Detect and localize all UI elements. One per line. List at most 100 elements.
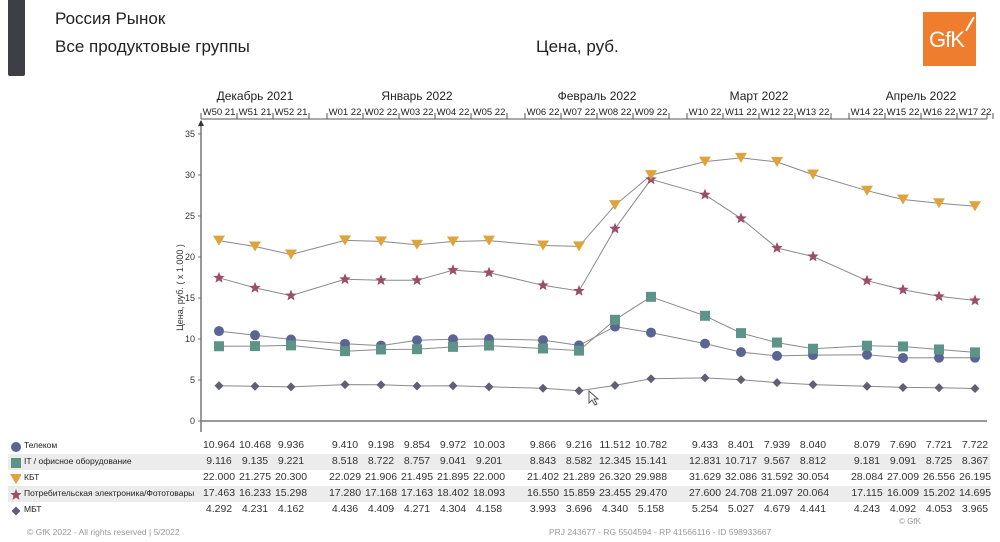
data-point [807, 169, 819, 180]
data-point [376, 380, 386, 390]
data-point [700, 310, 710, 321]
data-point [447, 236, 459, 247]
table-cell: 31.592 [760, 471, 794, 483]
data-point [213, 271, 225, 283]
table-cell: 27.600 [688, 487, 722, 499]
data-point [483, 235, 495, 246]
week-label: W51 21 [239, 107, 272, 118]
y-tick-label: 10 [185, 334, 195, 344]
table-cell: 8.367 [961, 455, 989, 467]
table-cell: 9.567 [763, 455, 791, 467]
project-id-text: PRJ 243677 - RG 5504594 - RP 41566116 - … [549, 527, 772, 537]
table-cell: 4.271 [403, 503, 431, 515]
series-label: Потребительская электроника/Фототовары [24, 488, 195, 498]
data-point [249, 241, 261, 252]
month-label: Февраль 2022 [558, 89, 637, 103]
data-point [411, 239, 423, 250]
table-cell: 16.550 [526, 487, 560, 499]
table-cell: 8.079 [853, 439, 881, 451]
data-point [340, 346, 350, 357]
month-label: Январь 2022 [381, 89, 452, 103]
table-cell: 14.695 [958, 487, 992, 499]
data-point [736, 347, 746, 358]
table-cell: 9.041 [439, 455, 467, 467]
data-point [898, 352, 908, 363]
week-label: W16 22 [923, 107, 956, 118]
data-point [645, 170, 657, 181]
table-cell: 12.831 [688, 455, 722, 467]
y-tick-label: 15 [185, 293, 195, 303]
table-cell: 8.757 [403, 455, 431, 467]
table-cell: 9.181 [853, 455, 881, 467]
week-label: W05 22 [473, 107, 506, 118]
series-line-4 [218, 178, 976, 301]
mouse-cursor-icon [588, 389, 600, 411]
table-row: КБТ 22.000 21.275 20.300 22.029 21.906 21.495 2… [0, 470, 1000, 486]
data-point [736, 375, 746, 385]
table-cell: 4.243 [853, 503, 881, 515]
table-cell: 7.722 [961, 439, 989, 451]
data-point [771, 156, 783, 167]
logo-text: GfK [929, 27, 965, 52]
data-point [934, 383, 944, 393]
data-point [862, 349, 872, 360]
copyright-text: © GfK 2022 - All rights reserved | 5/202… [27, 527, 180, 537]
y-tick-label: 20 [185, 252, 195, 262]
table-cell: 9.854 [403, 439, 431, 451]
table-cell: 5.027 [727, 503, 755, 515]
data-point [862, 340, 872, 351]
week-label: W02 22 [365, 107, 398, 118]
table-cell: 28.084 [850, 471, 884, 483]
table-cell: 17.463 [202, 487, 236, 499]
y-axis-arrow [198, 120, 204, 126]
table-cell: 9.433 [691, 439, 719, 451]
data-point [484, 340, 494, 351]
week-label: W01 22 [329, 107, 362, 118]
legend-triangle-down-icon [10, 474, 21, 484]
data-point [214, 381, 224, 391]
table-cell: 10.782 [634, 439, 668, 451]
series-label: КБТ [24, 472, 40, 482]
table-cell: 26.195 [958, 471, 992, 483]
table-cell: 26.320 [598, 471, 632, 483]
table-row: МБТ 4.292 4.231 4.162 4.436 4.409 4.271 4.304 4.… [0, 502, 1000, 518]
table-row: IT / офисное оборудование 9.116 9.135 9.221… [0, 454, 1000, 470]
y-axis-label: Цена, руб. ( x 1.000 ) [175, 244, 185, 331]
y-tick-label: 30 [185, 170, 195, 180]
data-point [934, 352, 944, 363]
data-point [969, 294, 981, 306]
data-point [699, 188, 711, 200]
data-point [970, 347, 980, 358]
week-label: W14 22 [851, 107, 884, 118]
table-cell: 29.470 [634, 487, 668, 499]
data-point [808, 343, 818, 354]
legend-marker [11, 458, 21, 468]
table-cell: 15.202 [922, 487, 956, 499]
table-cell: 31.629 [688, 471, 722, 483]
data-point [286, 340, 296, 351]
table-cell: 18.093 [472, 487, 506, 499]
week-label: W03 22 [401, 107, 434, 118]
data-point [448, 381, 458, 391]
table-cell: 4.231 [241, 503, 269, 515]
data-point [646, 327, 656, 338]
table-cell: 5.158 [637, 503, 665, 515]
data-point [898, 341, 908, 352]
legend-circle-icon [11, 442, 21, 452]
data-point [376, 344, 386, 355]
table-cell: 4.304 [439, 503, 467, 515]
table-cell: 9.936 [277, 439, 305, 451]
week-label: W10 22 [689, 107, 722, 118]
y-tick-label: 25 [185, 211, 195, 221]
report-subtitle: Все продуктовые группы [55, 37, 250, 56]
table-cell: 4.292 [205, 503, 233, 515]
table-cell: 15.859 [562, 487, 596, 499]
data-point [448, 341, 458, 352]
week-label: W08 22 [599, 107, 632, 118]
table-cell: 4.679 [763, 503, 791, 515]
table-cell: 20.064 [796, 487, 830, 499]
data-point [340, 380, 350, 390]
data-point [574, 386, 584, 396]
week-label: W50 21 [203, 107, 236, 118]
data-point [897, 283, 909, 295]
